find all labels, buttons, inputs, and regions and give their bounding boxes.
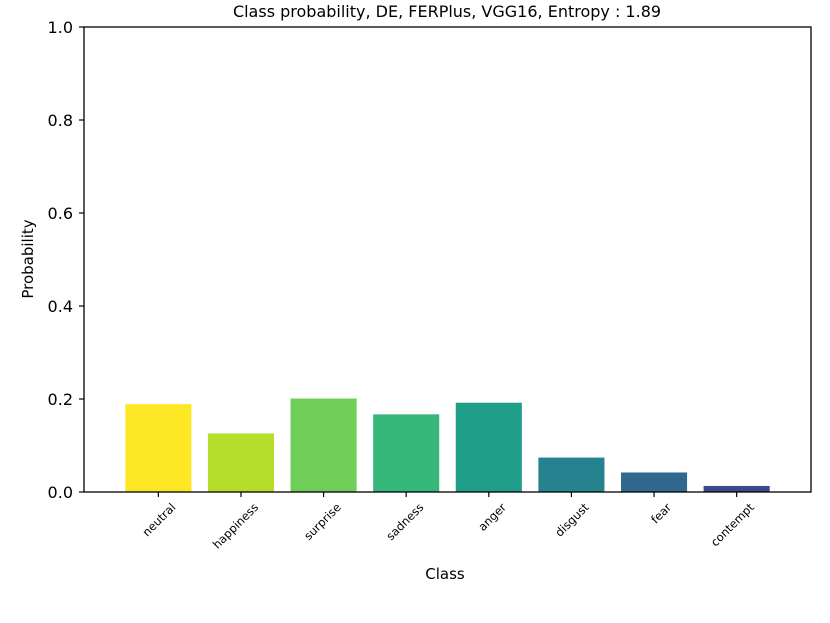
bars-group — [125, 398, 770, 492]
y-tick-label: 1.0 — [48, 18, 73, 37]
chart-title: Class probability, DE, FERPlus, VGG16, E… — [233, 2, 661, 21]
bar-neutral — [125, 404, 192, 492]
y-tick-label: 0.6 — [48, 204, 73, 223]
y-tick-label: 0.8 — [48, 111, 73, 130]
bar-sadness — [373, 414, 440, 492]
y-axis-ticks: 0.0 0.2 0.4 0.6 0.8 1.0 — [48, 18, 84, 502]
bar-happiness — [207, 433, 275, 492]
bar-fear — [620, 472, 688, 492]
y-axis-label: Probability — [19, 219, 37, 298]
x-axis-label: Class — [425, 565, 465, 583]
bar-disgust — [538, 457, 605, 492]
y-tick-label: 0.4 — [48, 297, 73, 316]
bar-surprise — [290, 398, 357, 492]
y-tick-label: 0.2 — [48, 390, 73, 409]
plot-area — [83, 26, 812, 493]
y-tick-label: 0.0 — [48, 483, 73, 502]
axes-frame — [83, 26, 812, 493]
bar-anger — [455, 402, 522, 492]
bar-contempt — [703, 485, 770, 492]
